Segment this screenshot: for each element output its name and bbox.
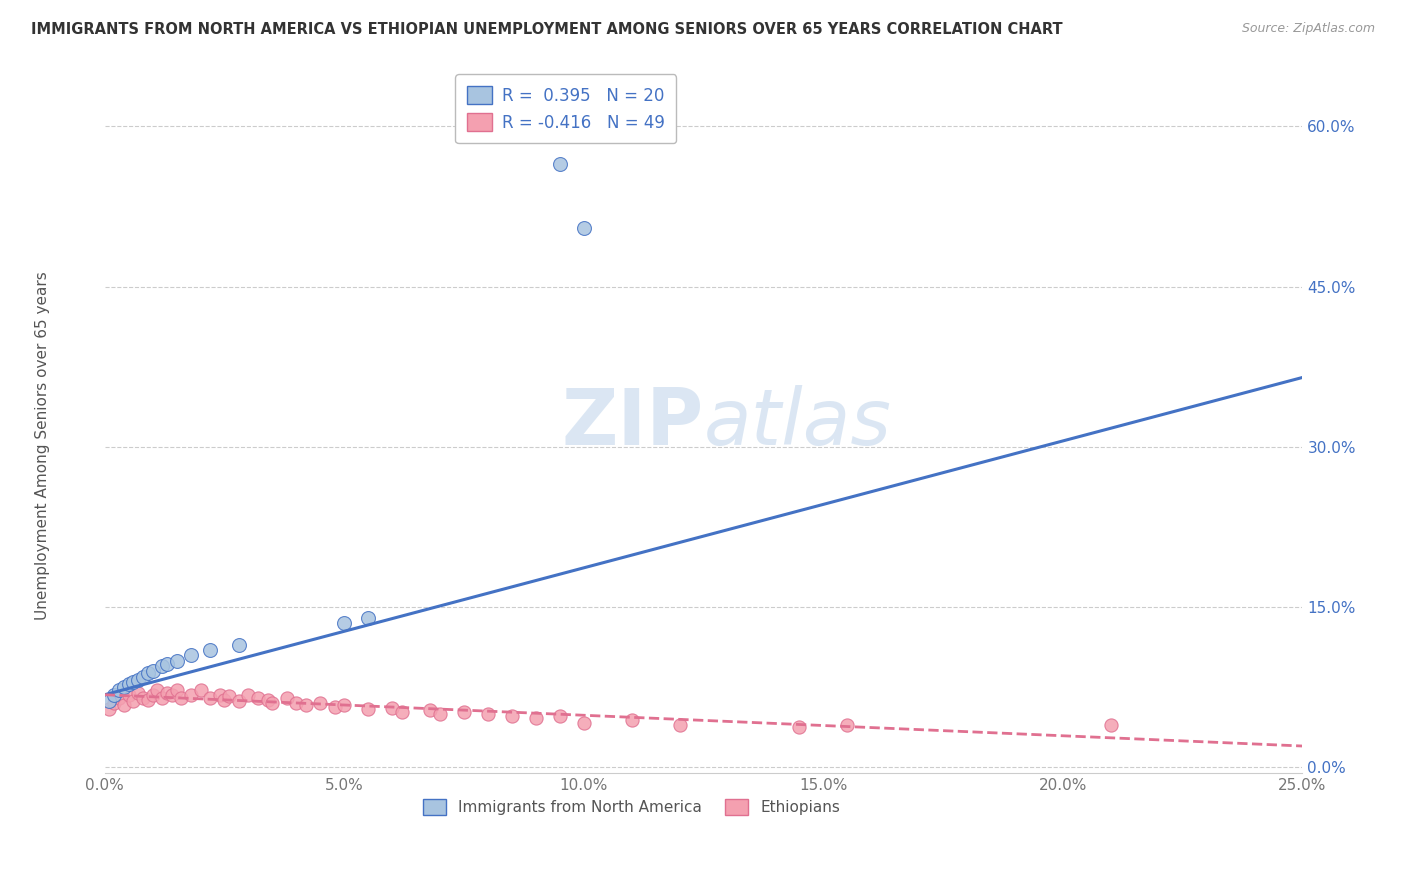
Point — [136, 666, 159, 681]
Point — [391, 705, 413, 719]
Point — [127, 685, 149, 699]
Point — [572, 715, 595, 730]
Point — [142, 665, 165, 679]
Point — [108, 690, 131, 705]
Point — [136, 693, 159, 707]
Point — [276, 690, 298, 705]
Point — [228, 638, 250, 652]
Text: IMMIGRANTS FROM NORTH AMERICA VS ETHIOPIAN UNEMPLOYMENT AMONG SENIORS OVER 65 YE: IMMIGRANTS FROM NORTH AMERICA VS ETHIOPI… — [31, 22, 1063, 37]
Point — [208, 688, 231, 702]
Point — [156, 657, 179, 671]
Point — [170, 690, 193, 705]
Point — [156, 685, 179, 699]
Point — [166, 683, 188, 698]
Point — [98, 701, 121, 715]
Point — [524, 711, 547, 725]
Point — [112, 680, 135, 694]
Point — [453, 705, 475, 719]
Point — [146, 683, 169, 698]
Point — [218, 689, 240, 703]
Point — [333, 698, 356, 713]
Text: atlas: atlas — [703, 384, 891, 461]
Point — [198, 643, 221, 657]
Point — [98, 694, 121, 708]
Point — [477, 706, 499, 721]
Point — [323, 699, 346, 714]
Point — [256, 693, 278, 707]
Point — [419, 703, 441, 717]
Point — [127, 673, 149, 687]
Point — [117, 688, 139, 702]
Point — [333, 616, 356, 631]
Point — [122, 694, 145, 708]
Point — [837, 717, 859, 731]
Point — [357, 611, 380, 625]
Point — [122, 674, 145, 689]
Point — [548, 709, 571, 723]
Point — [112, 698, 135, 713]
Point — [548, 157, 571, 171]
Point — [789, 720, 811, 734]
Point — [501, 709, 523, 723]
Point — [108, 683, 131, 698]
Point — [1099, 717, 1122, 731]
Point — [246, 690, 269, 705]
Point — [262, 696, 284, 710]
Point — [150, 690, 173, 705]
Point — [198, 690, 221, 705]
Legend: Immigrants from North America, Ethiopians: Immigrants from North America, Ethiopian… — [415, 790, 849, 824]
Point — [668, 717, 690, 731]
Point — [228, 694, 250, 708]
Point — [620, 714, 643, 728]
Point — [103, 696, 125, 710]
Point — [572, 220, 595, 235]
Point — [295, 698, 318, 713]
Point — [180, 688, 202, 702]
Text: Source: ZipAtlas.com: Source: ZipAtlas.com — [1241, 22, 1375, 36]
Point — [180, 648, 202, 663]
Point — [214, 693, 236, 707]
Point — [285, 696, 308, 710]
Point — [309, 696, 332, 710]
Point — [160, 688, 183, 702]
Point — [357, 701, 380, 715]
Point — [103, 688, 125, 702]
Point — [142, 688, 165, 702]
Text: Unemployment Among Seniors over 65 years: Unemployment Among Seniors over 65 years — [35, 272, 49, 620]
Point — [132, 690, 155, 705]
Point — [429, 706, 451, 721]
Text: ZIP: ZIP — [561, 384, 703, 461]
Point — [117, 677, 139, 691]
Point — [238, 688, 260, 702]
Point — [166, 654, 188, 668]
Point — [132, 670, 155, 684]
Point — [190, 683, 212, 698]
Point — [381, 700, 404, 714]
Point — [150, 659, 173, 673]
